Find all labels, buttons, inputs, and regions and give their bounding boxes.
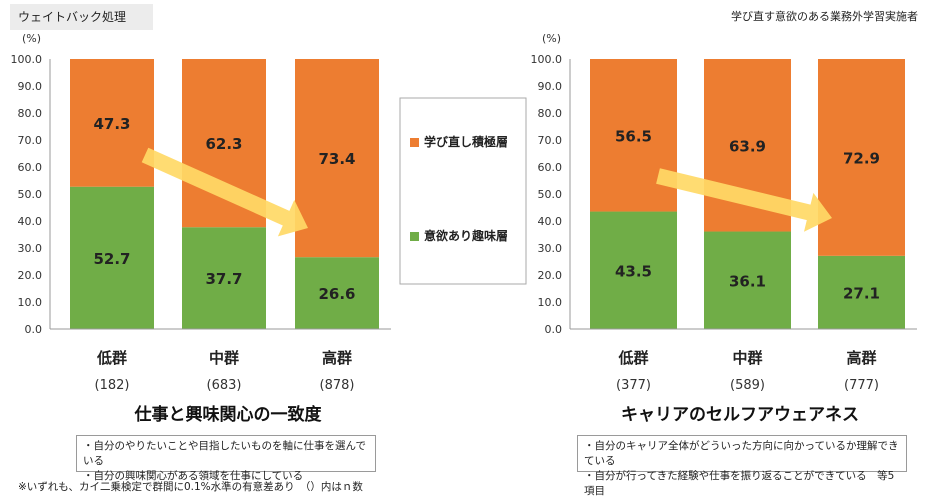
right-bar-hobby-2 [818,255,905,329]
left-bar-active-2 [295,59,379,258]
left-y-tick-label: 10.0 [18,296,43,309]
right-y-tick-label: 30.0 [538,242,563,255]
left-data-label-active-1: 62.3 [205,135,242,153]
left-y-tick-label: 70.0 [18,134,43,147]
left-y-tick-label: 20.0 [18,269,43,282]
left-y-tick-label: 30.0 [18,242,43,255]
right-n-label-1: (589) [730,378,765,393]
right-y-tick-label: 100.0 [531,53,563,66]
left-category-label-1: 中群 [209,349,239,367]
legend-swatch-0 [410,138,419,147]
right-bar-active-0 [590,59,677,212]
right-data-label-active-0: 56.5 [615,127,652,145]
right-data-label-hobby-1: 36.1 [729,272,766,290]
right-y-tick-label: 80.0 [538,107,563,120]
right-n-label-0: (377) [616,378,651,393]
right-data-label-hobby-0: 43.5 [615,262,652,280]
left-bar-hobby-0 [70,186,154,329]
right-y-tick-label: 90.0 [538,80,563,93]
right-data-label-hobby-2: 27.1 [843,284,880,302]
left-trend-arrow-icon [141,147,308,237]
right-y-tick-label: 60.0 [538,161,563,174]
right-y-tick-label: 20.0 [538,269,563,282]
left-bar-active-0 [70,59,154,187]
left-note-line-2: ・自分の興味関心がある領域を仕事にしている [83,470,304,482]
left-bar-hobby-1 [182,227,266,329]
left-y-tick-label: 0.0 [25,323,43,336]
right-category-label-2: 高群 [846,349,876,367]
right-y-tick-label: 0.0 [545,323,563,336]
right-n-label-2: (777) [844,378,879,393]
left-bar-hobby-2 [295,257,379,329]
left-n-label-0: (182) [95,378,130,393]
method-badge: ウェイトバック処理 [10,4,153,30]
right-bar-active-2 [818,59,905,256]
left-data-label-active-0: 47.3 [93,115,130,133]
legend-box [399,97,527,285]
right-item-notes: ・自分のキャリア全体がどういった方向に向かっているか理解できている ・自分が行っ… [577,435,907,497]
left-data-label-hobby-2: 26.6 [318,285,355,303]
right-note-line-2: ・自分が行ってきた経験や仕事を振り返ることができている 等5項目 [584,470,895,497]
left-y-tick-label: 50.0 [18,188,43,201]
left-data-label-active-2: 73.4 [318,150,355,168]
legend-label-0: 学び直し積極層 [424,134,508,149]
right-data-label-active-2: 72.9 [843,149,880,167]
legend-label-1: 意欲あり趣味層 [424,228,508,243]
left-y-tick-label: 90.0 [18,80,43,93]
left-y-axis-unit: (%) [22,32,41,45]
left-n-label-1: (683) [207,378,242,393]
left-n-label-2: (878) [320,378,355,393]
right-bar-hobby-0 [590,211,677,329]
left-chart-title: 仕事と興味関心の一致度 [134,404,323,425]
left-item-notes: ・自分のやりたいことや目指したいものを軸に仕事を選んでいる ・自分の興味関心があ… [76,435,376,482]
right-note-line-1: ・自分のキャリア全体がどういった方向に向かっているか理解できている [584,440,899,467]
right-y-tick-label: 50.0 [538,188,563,201]
right-y-tick-label: 40.0 [538,215,563,228]
left-note-line-1: ・自分のやりたいことや目指したいものを軸に仕事を選んでいる [83,440,366,467]
right-category-label-0: 低群 [617,349,648,367]
right-y-axis-unit: (%) [542,32,561,45]
right-bar-hobby-1 [704,231,791,329]
left-data-label-hobby-1: 37.7 [205,270,242,288]
left-category-label-2: 高群 [322,349,352,367]
left-y-tick-label: 80.0 [18,107,43,120]
legend-swatch-1 [410,232,419,241]
right-y-tick-label: 70.0 [538,134,563,147]
left-y-tick-label: 40.0 [18,215,43,228]
respondent-note: 学び直す意欲のある業務外学習実施者 [731,10,918,23]
right-data-label-active-1: 63.9 [729,137,766,155]
left-y-tick-label: 100.0 [11,53,43,66]
right-trend-arrow-icon [656,168,832,232]
left-y-tick-label: 60.0 [18,161,43,174]
left-category-label-0: 低群 [96,349,127,367]
right-category-label-1: 中群 [732,349,762,367]
right-chart-title: キャリアのセルフアウェアネス [621,405,859,425]
significance-footnote: ※いずれも、カイ二乗検定で群間に0.1%水準の有意差あり （）内はｎ数 [18,481,363,493]
right-y-tick-label: 10.0 [538,296,563,309]
left-data-label-hobby-0: 52.7 [93,250,130,268]
